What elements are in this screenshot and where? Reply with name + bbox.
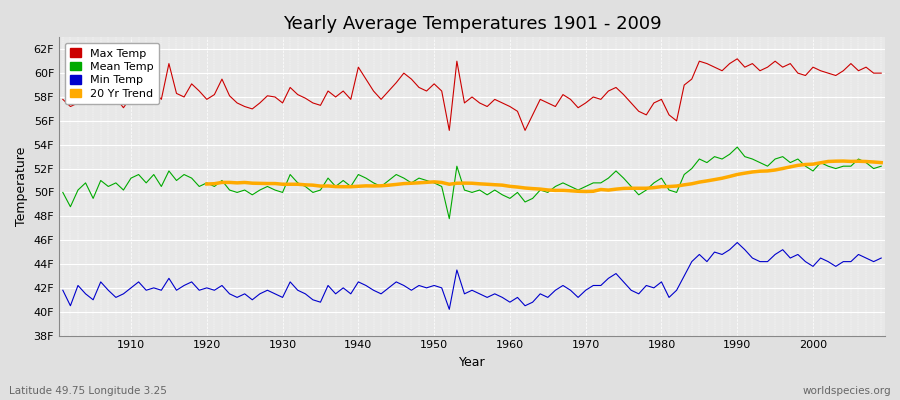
Text: Latitude 49.75 Longitude 3.25: Latitude 49.75 Longitude 3.25 xyxy=(9,386,166,396)
Y-axis label: Temperature: Temperature xyxy=(15,147,28,226)
Title: Yearly Average Temperatures 1901 - 2009: Yearly Average Temperatures 1901 - 2009 xyxy=(283,15,662,33)
X-axis label: Year: Year xyxy=(459,356,485,369)
Text: worldspecies.org: worldspecies.org xyxy=(803,386,891,396)
Legend: Max Temp, Mean Temp, Min Temp, 20 Yr Trend: Max Temp, Mean Temp, Min Temp, 20 Yr Tre… xyxy=(65,43,159,104)
